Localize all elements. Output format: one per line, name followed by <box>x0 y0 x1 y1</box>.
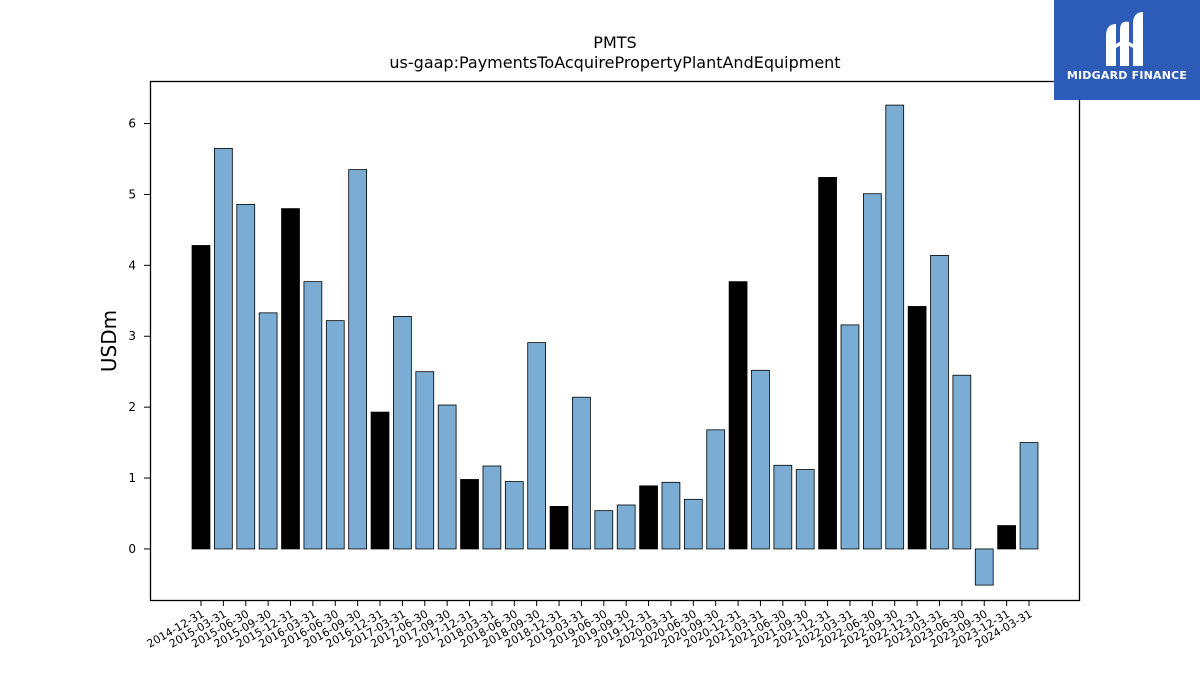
bar-2018-12-31 <box>549 506 569 550</box>
bar-2017-09-30 <box>437 404 457 550</box>
bar-2021-03-31 <box>751 369 770 550</box>
bar-2022-03-31 <box>840 324 860 550</box>
bar-2021-12-31 <box>818 177 837 550</box>
bar-2015-12-31 <box>281 208 300 550</box>
bar-2014-12-31 <box>191 245 211 550</box>
bar-2016-09-30 <box>348 169 368 550</box>
bar-2015-03-31 <box>214 147 233 550</box>
bar-2018-06-30 <box>504 481 524 550</box>
bar-2017-03-31 <box>393 315 412 550</box>
bars-layer <box>191 104 1039 586</box>
bar-2018-03-31 <box>482 465 502 550</box>
y-axis-label: USDm <box>97 310 121 372</box>
brand-logo: MIDGARD FINANCE <box>1054 0 1200 100</box>
bar-2016-06-30 <box>325 320 345 550</box>
bar-2018-09-30 <box>527 342 547 550</box>
y-tick-label: 6 <box>128 117 136 131</box>
bar-2020-06-30 <box>683 498 703 550</box>
y-tick-label: 3 <box>128 329 136 343</box>
bar-2024-03-31 <box>1019 442 1039 550</box>
bar-2019-06-30 <box>594 510 614 550</box>
y-tick-label: 4 <box>128 258 136 272</box>
bar-2017-06-30 <box>415 371 435 550</box>
bar-2022-06-30 <box>863 193 882 550</box>
x-axis: 2014-12-312015-03-312015-06-302015-09-30… <box>145 600 1035 651</box>
logo-mark-icon <box>1106 12 1143 66</box>
bar-2021-06-30 <box>773 464 793 550</box>
bar-2022-12-31 <box>907 306 927 550</box>
y-tick-label: 5 <box>128 187 136 201</box>
y-tick-label: 2 <box>128 400 136 414</box>
bar-2020-09-30 <box>706 429 726 550</box>
y-tick-label: 1 <box>128 471 136 485</box>
bar-2023-06-30 <box>952 374 972 550</box>
bar-2023-03-31 <box>930 255 949 550</box>
bar-2022-09-30 <box>885 104 905 550</box>
bar-2020-03-31 <box>661 481 681 550</box>
bar-2023-12-31 <box>997 525 1016 550</box>
bar-2016-03-31 <box>303 281 323 550</box>
logo-text: MIDGARD FINANCE <box>1066 69 1188 82</box>
plot-frame <box>149 80 1081 602</box>
bar-2015-06-30 <box>236 203 256 550</box>
chart-title: PMTS <box>593 33 636 52</box>
bar-2019-03-31 <box>572 396 591 550</box>
bar-2017-12-31 <box>460 479 479 550</box>
y-axis: 0 1 2 3 4 5 6 <box>128 117 150 556</box>
bar-2019-12-31 <box>639 485 658 550</box>
bar-2016-12-31 <box>370 411 390 550</box>
bar-2023-09-30 <box>974 548 994 586</box>
chart-subtitle: us-gaap:PaymentsToAcquirePropertyPlantAn… <box>389 53 840 72</box>
bar-2015-09-30 <box>258 312 278 550</box>
bar-2021-09-30 <box>795 469 815 550</box>
bar-2019-09-30 <box>616 504 636 550</box>
bar-2020-12-31 <box>728 281 748 550</box>
y-tick-label: 0 <box>128 542 136 556</box>
